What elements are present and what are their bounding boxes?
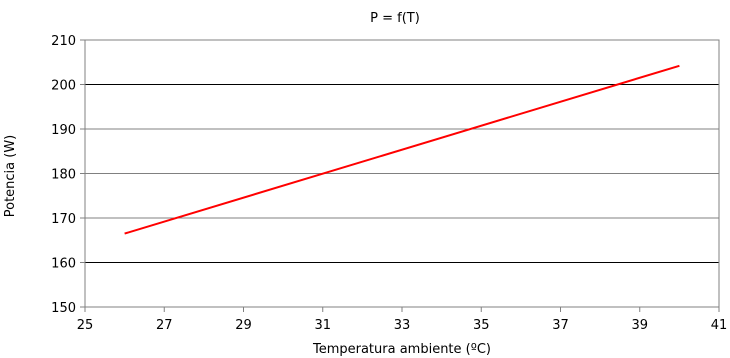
y-axis-label: Potencia (W)	[3, 135, 18, 218]
x-tick-label: 25	[77, 318, 94, 333]
x-axis: 25 27 29 31 33 35 37 39 41	[77, 307, 728, 333]
x-tick-label: 31	[314, 318, 331, 333]
x-tick-label: 37	[552, 318, 569, 333]
x-tick-label: 41	[711, 318, 728, 333]
y-tick-label: 160	[51, 257, 76, 272]
series-line	[124, 64, 680, 235]
x-tick-label: 39	[631, 318, 648, 333]
grid	[85, 84, 719, 263]
x-tick-label: 27	[156, 318, 173, 333]
y-tick-label: 200	[51, 79, 76, 94]
y-tick-label: 170	[51, 212, 76, 227]
x-tick-label: 29	[235, 318, 252, 333]
x-tick-label: 35	[473, 318, 490, 333]
chart-title: P = f(T)	[370, 11, 420, 26]
x-tick-label: 33	[394, 318, 411, 333]
series	[124, 64, 680, 235]
y-tick-label: 150	[51, 301, 76, 316]
y-tick-label: 190	[51, 123, 76, 138]
y-tick-label: 180	[51, 168, 76, 183]
y-axis: 150 160 170 180 190 200 210	[51, 34, 85, 316]
x-axis-label: Temperatura ambiente (ºC)	[312, 342, 491, 357]
y-tick-label: 210	[51, 34, 76, 49]
